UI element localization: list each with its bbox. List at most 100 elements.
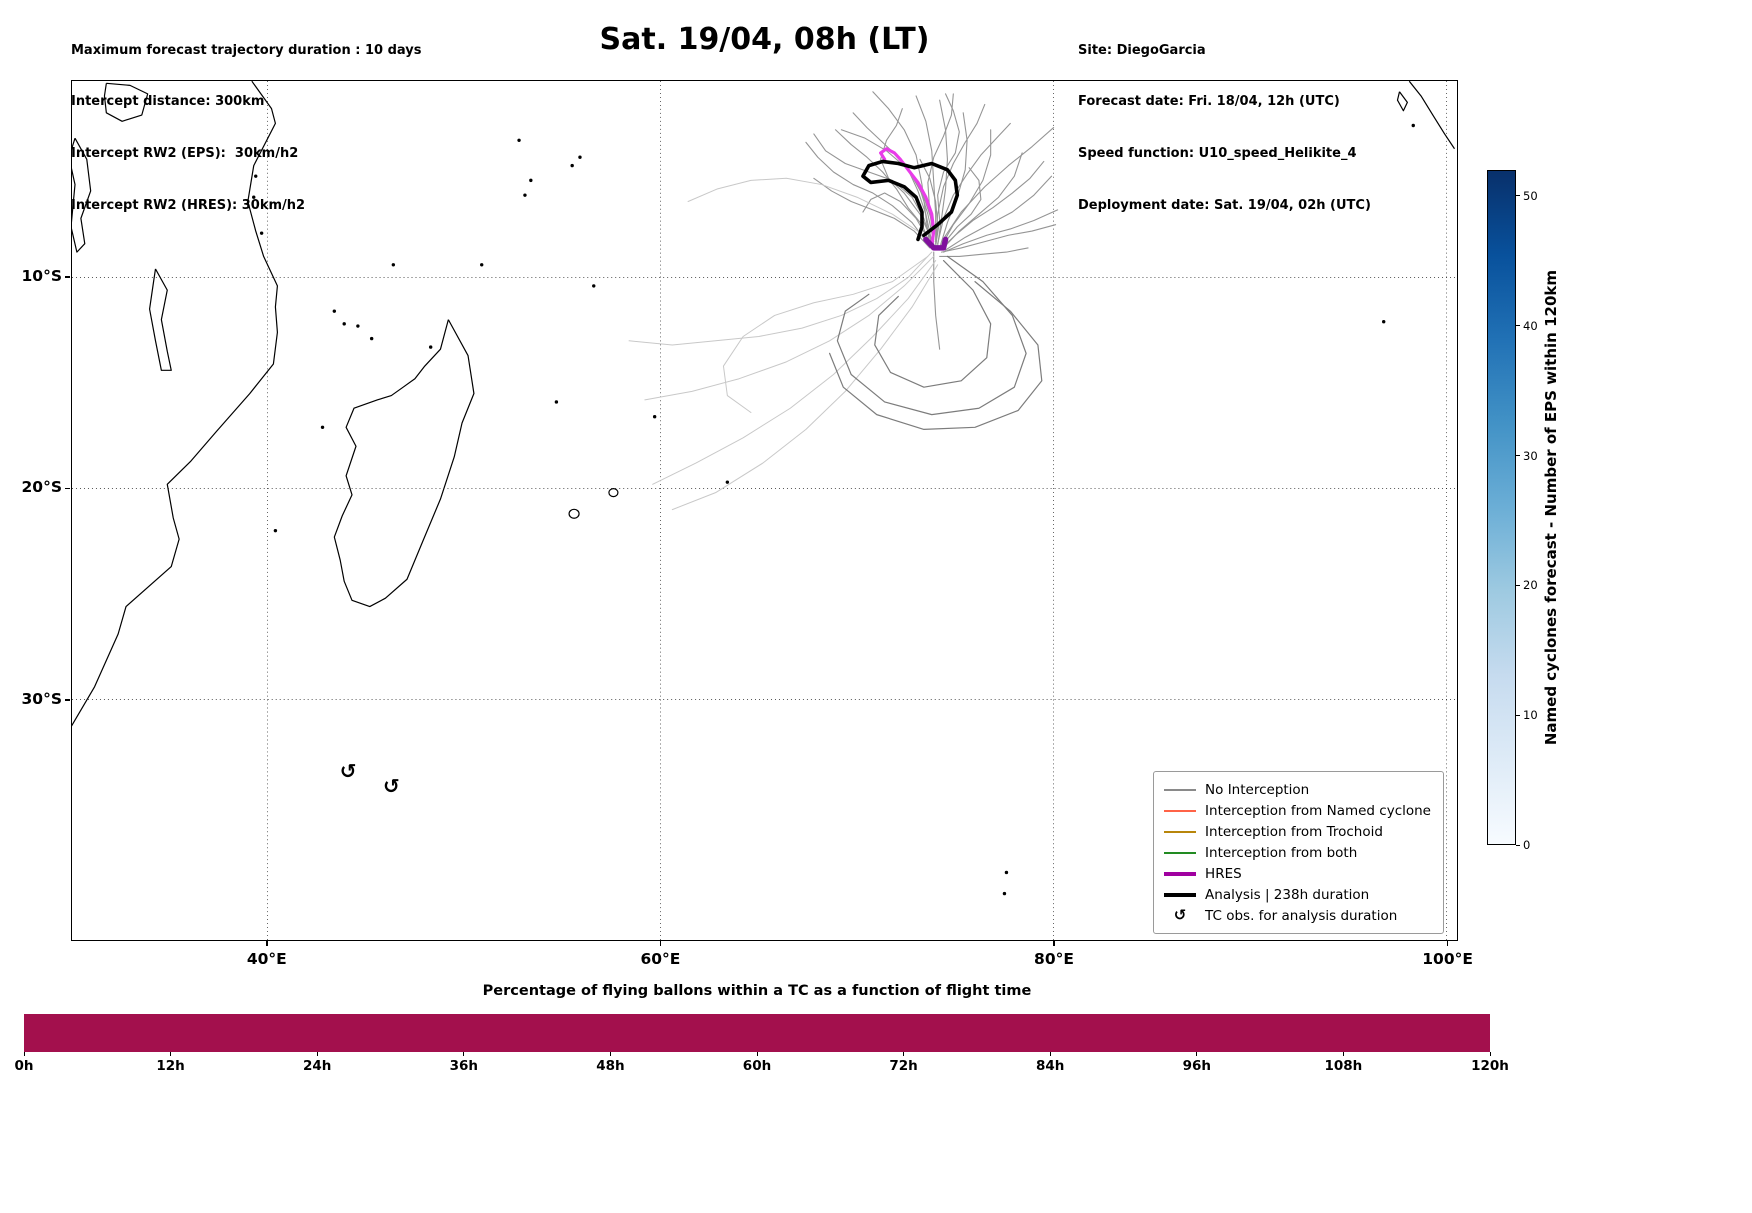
y-axis-tick-label: 10°S bbox=[21, 266, 62, 285]
legend-item-4: HRES bbox=[1164, 863, 1431, 884]
colorbar-label-wrap: Named cyclones forecast - Number of EPS … bbox=[1538, 170, 1564, 845]
strip-tickmark bbox=[170, 1052, 172, 1056]
strip-tickmark bbox=[1489, 1052, 1491, 1056]
intercept-rw2-hres-text: Intercept RW2 (HRES): 30km/h2 bbox=[71, 198, 306, 214]
strip-tick-label: 24h bbox=[302, 1058, 332, 1074]
strip-tick-label: 48h bbox=[596, 1058, 625, 1074]
speed-function-text: Speed function: U10_speed_Helikite_4 bbox=[1078, 146, 1357, 162]
legend-item-label: Interception from both bbox=[1205, 844, 1358, 861]
coastline-africa-east-coast bbox=[72, 81, 279, 727]
map-panel: ↺ ↺ No Interception Interception from Name… bbox=[71, 80, 1458, 941]
coastlines bbox=[72, 81, 1456, 727]
strip-tickmark bbox=[316, 1052, 318, 1056]
strip-tick-label: 12h bbox=[156, 1058, 185, 1074]
legend-line-swatch bbox=[1164, 892, 1197, 897]
colorbar-tickmark bbox=[1516, 844, 1520, 846]
colorbar-tickmark bbox=[1516, 195, 1520, 197]
forecast-date-text: Forecast date: Fri. 18/04, 12h (UTC) bbox=[1078, 94, 1340, 110]
intercept-distance-text: Intercept distance: 300km bbox=[71, 94, 265, 110]
series-hres-start bbox=[923, 236, 949, 251]
run-parameters-block: Maximum forecast trajectory duration : 1… bbox=[71, 7, 422, 249]
coastline-lake-tanganyika bbox=[72, 137, 92, 253]
series-eps-loops bbox=[829, 255, 1043, 430]
coastline-nias-island bbox=[1396, 91, 1408, 112]
tc-obs-icon: ↺ bbox=[340, 759, 357, 783]
legend-line-swatch bbox=[1164, 788, 1197, 791]
strip-tick-label: 84h bbox=[1035, 1058, 1065, 1074]
colorbar-tickmark bbox=[1516, 455, 1520, 457]
island-mauritius bbox=[608, 488, 619, 498]
colorbar-tickmark bbox=[1516, 584, 1520, 586]
legend-item-0: No Interception bbox=[1164, 779, 1431, 800]
tc-obs-symbols: ↺↺ bbox=[340, 759, 400, 798]
legend-item-label: No Interception bbox=[1205, 781, 1310, 798]
strip-tick-label: 72h bbox=[889, 1058, 918, 1074]
coastline-sumatra-coast bbox=[1408, 81, 1456, 150]
colorbar-tick-label: 30 bbox=[1523, 448, 1538, 463]
x-axis-tick-label: 100°E bbox=[1422, 950, 1473, 968]
colorbar-tickmark bbox=[1516, 325, 1520, 327]
island-dots bbox=[252, 123, 1415, 896]
colorbar-tick-label: 0 bbox=[1523, 838, 1531, 852]
legend-item-label: Analysis | 238h duration bbox=[1205, 886, 1370, 903]
series-eps-faint bbox=[628, 177, 939, 511]
x-axis-tickmark bbox=[1446, 941, 1449, 946]
y-axis-tickmark bbox=[65, 699, 70, 701]
x-axis-tickmark bbox=[266, 941, 268, 946]
strip-tickmark bbox=[1196, 1052, 1198, 1056]
x-axis-tick-label: 40°E bbox=[246, 950, 287, 968]
tc-obs-icon: ↺ bbox=[383, 774, 400, 798]
trajectory-map-canvas: ↺↺ bbox=[72, 81, 1457, 940]
legend-line-swatch bbox=[1164, 830, 1197, 833]
strip-tick-label: 60h bbox=[742, 1058, 772, 1074]
legend-item-label: HRES bbox=[1205, 865, 1242, 882]
y-axis-tickmark bbox=[65, 276, 70, 278]
strip-tickmark bbox=[1342, 1052, 1344, 1056]
legend-item-label: Interception from Named cyclone bbox=[1205, 802, 1431, 819]
coastline-lake-malawi bbox=[148, 268, 172, 371]
legend-line-swatch bbox=[1164, 871, 1197, 876]
colorbar-label: Named cyclones forecast - Number of EPS … bbox=[1542, 269, 1560, 746]
colorbar-tick-label: 40 bbox=[1523, 318, 1538, 333]
strip-tickmark bbox=[463, 1052, 465, 1056]
strip-tick-label: 36h bbox=[449, 1058, 478, 1074]
legend-item-1: Interception from Named cyclone bbox=[1164, 800, 1431, 821]
x-axis-tickmark bbox=[1053, 941, 1055, 946]
legend-item-label: Interception from Trochoid bbox=[1205, 823, 1383, 840]
balloon-strip bbox=[24, 1014, 1490, 1052]
strip-tick-label: 0h bbox=[14, 1058, 34, 1074]
legend-item-6: ↺ TC obs. for analysis duration bbox=[1164, 905, 1431, 926]
balloon-strip-title: Percentage of flying ballons within a TC… bbox=[482, 983, 1032, 999]
coastline-lake-victoria bbox=[103, 82, 149, 122]
strip-tickmark bbox=[23, 1052, 25, 1056]
colorbar bbox=[1487, 170, 1516, 845]
max-duration-text: Maximum forecast trajectory duration : 1… bbox=[71, 42, 422, 58]
colorbar-tick-label: 50 bbox=[1523, 188, 1538, 203]
strip-tickmark bbox=[609, 1052, 611, 1056]
x-axis-tickmark bbox=[659, 941, 662, 946]
series-eps-no-interception bbox=[805, 91, 1059, 350]
colorbar-tickmark bbox=[1516, 714, 1520, 716]
x-axis-tick-label: 80°E bbox=[1034, 950, 1074, 968]
series-analysis bbox=[861, 159, 960, 242]
legend-line-swatch bbox=[1164, 809, 1197, 812]
deployment-date-text: Deployment date: Sat. 19/04, 02h (UTC) bbox=[1078, 198, 1371, 214]
page-title: Sat. 19/04, 08h (LT) bbox=[599, 22, 930, 57]
y-axis-tick-label: 30°S bbox=[21, 689, 62, 708]
strip-tick-label: 120h bbox=[1471, 1058, 1509, 1074]
legend-item-3: Interception from both bbox=[1164, 842, 1431, 863]
coastline-madagascar bbox=[333, 319, 475, 608]
y-axis-tick-label: 20°S bbox=[21, 478, 62, 497]
strip-tickmark bbox=[1049, 1052, 1051, 1056]
strip-tickmark bbox=[756, 1052, 758, 1056]
colorbar-tick-label: 20 bbox=[1523, 578, 1538, 593]
strip-tickmark bbox=[903, 1052, 905, 1056]
x-axis-tick-label: 60°E bbox=[640, 950, 681, 968]
y-axis-tickmark bbox=[65, 487, 70, 490]
tc-obs-icon: ↺ bbox=[1173, 906, 1187, 924]
legend-item-5: Analysis | 238h duration bbox=[1164, 884, 1431, 905]
legend-line-swatch bbox=[1164, 851, 1197, 854]
site-text: Site: DiegoGarcia bbox=[1078, 42, 1206, 58]
strip-tick-label: 96h bbox=[1182, 1058, 1211, 1074]
